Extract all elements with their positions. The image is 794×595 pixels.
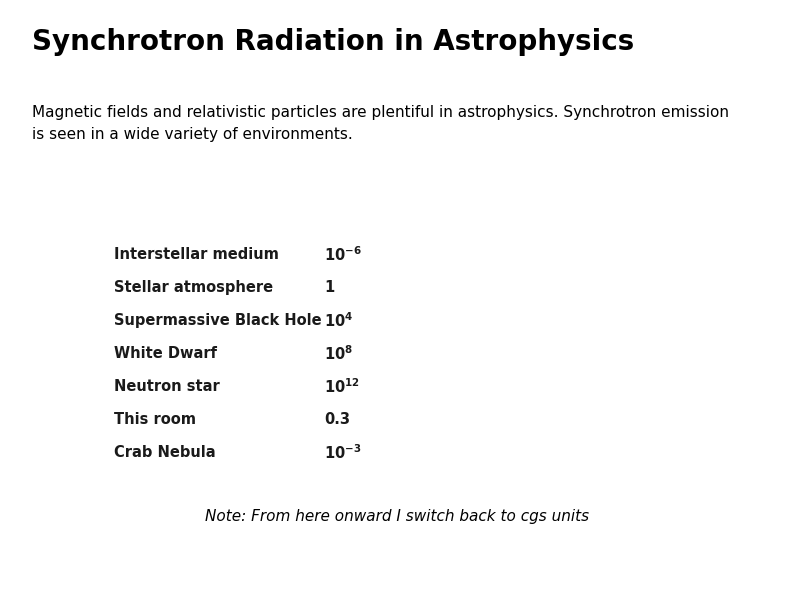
Text: $\mathregular{10^{8}}$: $\mathregular{10^{8}}$: [324, 344, 353, 363]
Text: Magnetic fields and relativistic particles are plentiful in astrophysics. Synchr: Magnetic fields and relativistic particl…: [32, 105, 729, 142]
Text: Neutron star: Neutron star: [114, 379, 220, 394]
Text: 1: 1: [324, 280, 334, 295]
Text: Field strength (Gauss): Field strength (Gauss): [324, 214, 510, 229]
Text: Interstellar medium: Interstellar medium: [114, 247, 279, 262]
Text: Stellar atmosphere: Stellar atmosphere: [114, 280, 273, 295]
Text: $\mathregular{10^{-6}}$: $\mathregular{10^{-6}}$: [324, 245, 362, 264]
Text: Synchrotron Radiation in Astrophysics: Synchrotron Radiation in Astrophysics: [32, 28, 634, 56]
Text: Crab Nebula: Crab Nebula: [114, 445, 216, 460]
Text: Note: From here onward I switch back to cgs units: Note: From here onward I switch back to …: [205, 509, 589, 524]
Text: $\mathregular{10^{4}}$: $\mathregular{10^{4}}$: [324, 311, 353, 330]
Text: $\mathregular{10^{-3}}$: $\mathregular{10^{-3}}$: [324, 443, 361, 462]
Text: White Dwarf: White Dwarf: [114, 346, 217, 361]
Text: This room: This room: [114, 412, 196, 427]
Text: $\mathregular{10^{12}}$: $\mathregular{10^{12}}$: [324, 377, 360, 396]
Text: 0.3: 0.3: [324, 412, 350, 427]
Text: Supermassive Black Hole: Supermassive Black Hole: [114, 313, 322, 328]
Text: Location: Location: [114, 214, 184, 229]
